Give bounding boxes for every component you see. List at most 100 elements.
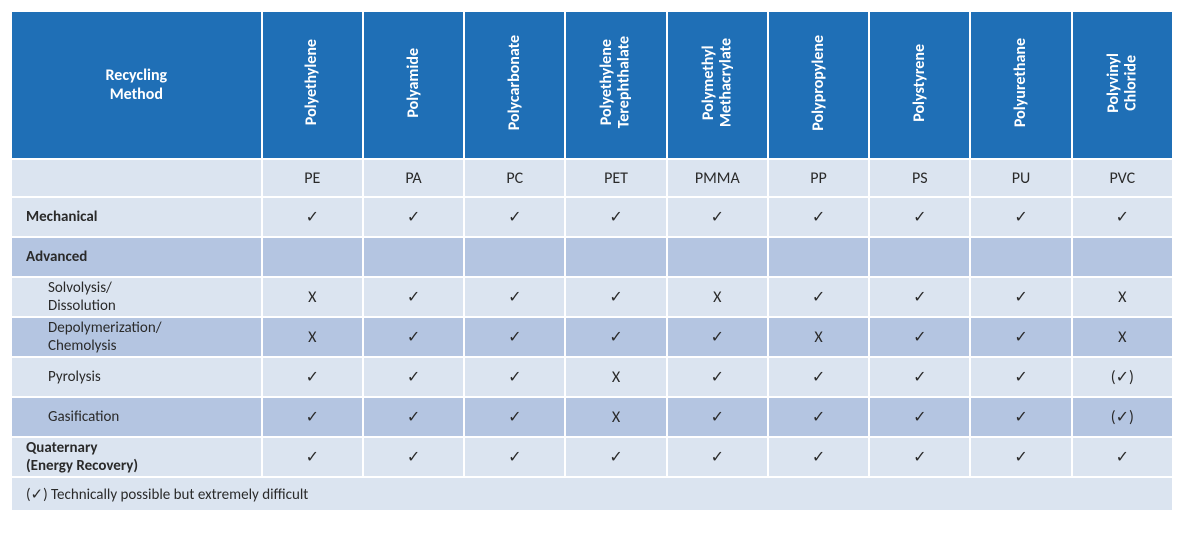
data-cell: ✓ xyxy=(565,437,666,477)
data-cell: ✓ xyxy=(262,197,363,237)
header-material: Polystyrene xyxy=(869,11,970,159)
data-cell xyxy=(768,237,869,277)
data-cell xyxy=(970,237,1071,277)
footnote-row: (✓) Technically possible but extremely d… xyxy=(11,477,1173,511)
abbr-blank xyxy=(11,159,262,197)
data-cell: X xyxy=(565,357,666,397)
data-cell: ✓ xyxy=(464,437,565,477)
abbr-cell: PE xyxy=(262,159,363,197)
data-cell: X xyxy=(768,317,869,357)
header-material: Polyurethane xyxy=(970,11,1071,159)
abbr-cell: PU xyxy=(970,159,1071,197)
abbr-cell: PA xyxy=(363,159,464,197)
row-label: Depolymerization/Chemolysis xyxy=(11,317,262,357)
header-material: PolymethylMethacrylate xyxy=(667,11,768,159)
data-cell: ✓ xyxy=(1072,437,1173,477)
row-label: Mechanical xyxy=(11,197,262,237)
data-cell: ✓ xyxy=(363,197,464,237)
data-cell: ✓ xyxy=(768,277,869,317)
abbr-cell: PVC xyxy=(1072,159,1173,197)
data-cell: ✓ xyxy=(768,437,869,477)
data-cell: ✓ xyxy=(768,197,869,237)
data-cell: ✓ xyxy=(970,197,1071,237)
data-cell: ✓ xyxy=(262,357,363,397)
header-material: PolyethyleneTerephthalate xyxy=(565,11,666,159)
table-row: Gasification✓✓✓X✓✓✓✓(✓) xyxy=(11,397,1173,437)
row-label: Solvolysis/Dissolution xyxy=(11,277,262,317)
abbr-row: PEPAPCPETPMMAPPPSPUPVC xyxy=(11,159,1173,197)
data-cell: ✓ xyxy=(1072,197,1173,237)
header-material-label: Polystyrene xyxy=(911,44,929,122)
data-cell: (✓) xyxy=(1072,357,1173,397)
data-cell: ✓ xyxy=(869,357,970,397)
data-cell: ✓ xyxy=(970,437,1071,477)
data-cell: ✓ xyxy=(262,437,363,477)
table-row: Depolymerization/ChemolysisX✓✓✓✓X✓✓X xyxy=(11,317,1173,357)
header-material-label: Polyurethane xyxy=(1012,38,1030,127)
recycling-methods-table: RecyclingMethod Polyethylene Polyamide Pol… xyxy=(10,10,1174,512)
data-cell: ✓ xyxy=(363,357,464,397)
header-material-label: PolymethylMethacrylate xyxy=(700,38,735,127)
abbr-cell: PMMA xyxy=(667,159,768,197)
data-cell: ✓ xyxy=(363,397,464,437)
data-cell xyxy=(869,237,970,277)
table-row: Mechanical✓✓✓✓✓✓✓✓✓ xyxy=(11,197,1173,237)
data-cell: ✓ xyxy=(869,397,970,437)
row-label: Quaternary(Energy Recovery) xyxy=(11,437,262,477)
data-cell xyxy=(565,237,666,277)
data-cell xyxy=(1072,237,1173,277)
header-material-label: Polyamide xyxy=(405,48,423,118)
data-cell: ✓ xyxy=(565,277,666,317)
abbr-cell: PET xyxy=(565,159,666,197)
header-material-label: Polyethylene xyxy=(303,39,321,125)
data-cell: ✓ xyxy=(970,357,1071,397)
data-cell: ✓ xyxy=(363,437,464,477)
data-cell: ✓ xyxy=(363,277,464,317)
data-cell: ✓ xyxy=(667,357,768,397)
table-row: Pyrolysis✓✓✓X✓✓✓✓(✓) xyxy=(11,357,1173,397)
data-cell: X xyxy=(1072,317,1173,357)
row-label: Advanced xyxy=(11,237,262,277)
data-cell: ✓ xyxy=(464,317,565,357)
header-material: Polyamide xyxy=(363,11,464,159)
data-cell: ✓ xyxy=(565,197,666,237)
data-cell: ✓ xyxy=(869,437,970,477)
data-cell: ✓ xyxy=(363,317,464,357)
data-cell: ✓ xyxy=(667,397,768,437)
data-cell: ✓ xyxy=(970,317,1071,357)
table-row: Solvolysis/DissolutionX✓✓✓X✓✓✓X xyxy=(11,277,1173,317)
header-material: PolyvinylChloride xyxy=(1072,11,1173,159)
data-cell: ✓ xyxy=(464,357,565,397)
data-cell: ✓ xyxy=(565,317,666,357)
table-row: Advanced xyxy=(11,237,1173,277)
table-header: RecyclingMethod Polyethylene Polyamide Pol… xyxy=(11,11,1173,159)
data-cell: ✓ xyxy=(768,357,869,397)
header-material-label: PolyethyleneTerephthalate xyxy=(598,36,633,128)
data-cell xyxy=(667,237,768,277)
footnote-text: (✓) Technically possible but extremely d… xyxy=(11,477,1173,511)
data-cell: X xyxy=(667,277,768,317)
data-cell: ✓ xyxy=(869,317,970,357)
header-method: RecyclingMethod xyxy=(11,11,262,159)
header-method-label: RecyclingMethod xyxy=(106,66,168,104)
data-cell: ✓ xyxy=(869,277,970,317)
data-cell: ✓ xyxy=(667,317,768,357)
header-material-label: Polycarbonate xyxy=(506,35,524,130)
data-cell: X xyxy=(565,397,666,437)
header-material-label: Polypropylene xyxy=(810,35,828,131)
data-cell xyxy=(363,237,464,277)
data-cell: ✓ xyxy=(970,277,1071,317)
abbr-cell: PC xyxy=(464,159,565,197)
table-row: Quaternary(Energy Recovery)✓✓✓✓✓✓✓✓✓ xyxy=(11,437,1173,477)
abbr-cell: PS xyxy=(869,159,970,197)
data-cell xyxy=(262,237,363,277)
header-material-label: PolyvinylChloride xyxy=(1105,53,1140,113)
header-material: Polypropylene xyxy=(768,11,869,159)
data-cell: ✓ xyxy=(970,397,1071,437)
data-cell: X xyxy=(262,317,363,357)
header-material: Polyethylene xyxy=(262,11,363,159)
data-cell: ✓ xyxy=(464,397,565,437)
data-cell: ✓ xyxy=(768,397,869,437)
data-cell: ✓ xyxy=(869,197,970,237)
header-material: Polycarbonate xyxy=(464,11,565,159)
